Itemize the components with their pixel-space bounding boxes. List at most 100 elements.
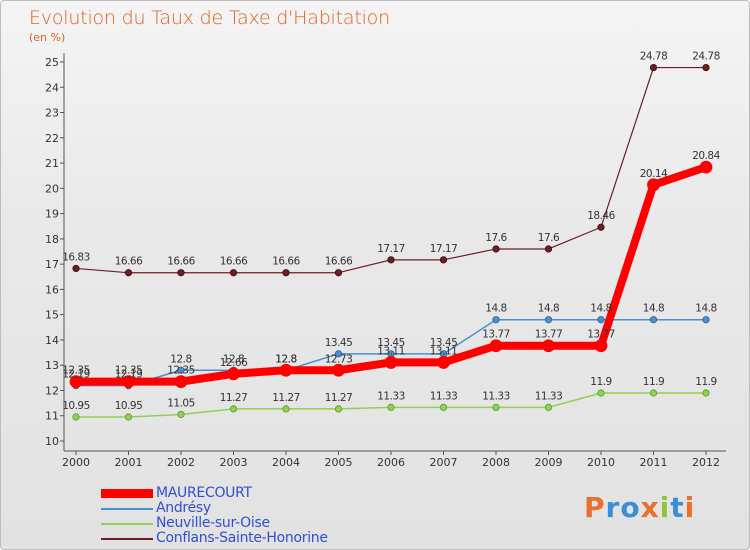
data-label-neuville-sur-oise: 11.9 xyxy=(695,376,716,388)
data-label-maurecourt: 13.11 xyxy=(377,345,405,357)
data-label-neuville-sur-oise: 11.27 xyxy=(325,392,353,404)
legend-label: Conflans-Sainte-Honorine xyxy=(156,530,328,546)
x-tick-label: 2009 xyxy=(535,456,563,469)
y-tick-label: 21 xyxy=(45,157,59,170)
data-point-conflans-sainte-honorine xyxy=(124,269,133,277)
logo-letter: t xyxy=(670,491,685,524)
data-point-conflans-sainte-honorine xyxy=(387,256,395,264)
legend-label: MAURECOURT xyxy=(156,485,252,501)
data-label-andresy: 14.8 xyxy=(485,303,506,315)
y-tick-label: 13 xyxy=(45,359,59,372)
data-labels: 16.83 16.66 16.66 16.66 16.66 16.66 17.17 17.17… xyxy=(62,51,721,412)
logo-letter: x xyxy=(640,491,660,524)
data-label-maurecourt: 12.66 xyxy=(220,357,248,369)
data-label-andresy: 12.19 xyxy=(62,369,90,381)
x-tick-label: 2010 xyxy=(587,456,615,469)
series-layer xyxy=(69,63,713,421)
data-label-andresy: 14.8 xyxy=(695,303,716,315)
data-point-andresy xyxy=(492,316,500,324)
data-point-maurecourt xyxy=(332,363,345,377)
data-label-maurecourt: 12.73 xyxy=(325,353,353,365)
data-label-andresy: 13.45 xyxy=(377,337,405,349)
y-tick-label: 17 xyxy=(45,258,59,271)
y-tick-label: 24 xyxy=(45,81,59,94)
data-label-neuville-sur-oise: 11.27 xyxy=(272,392,300,404)
data-label-maurecourt: 20.14 xyxy=(640,168,668,180)
data-label-maurecourt: 13.11 xyxy=(430,345,458,357)
data-point-conflans-sainte-honorine xyxy=(544,245,553,253)
logo-letter: P xyxy=(584,491,606,524)
data-label-neuville-sur-oise: 10.95 xyxy=(62,400,90,412)
x-tick-label: 2011 xyxy=(640,456,668,469)
data-point-neuville-sur-oise xyxy=(334,405,343,413)
data-point-conflans-sainte-honorine xyxy=(72,264,80,273)
data-point-neuville-sur-oise xyxy=(492,403,500,411)
y-tick-label: 20 xyxy=(45,182,59,195)
data-label-maurecourt: 13.77 xyxy=(587,329,615,341)
data-point-neuville-sur-oise xyxy=(649,389,658,397)
data-point-maurecourt xyxy=(174,375,188,389)
data-point-neuville-sur-oise xyxy=(72,413,80,421)
data-label-conflans-sainte-honorine: 24.78 xyxy=(640,51,668,63)
data-point-maurecourt xyxy=(489,339,503,353)
data-point-neuville-sur-oise xyxy=(544,403,553,411)
data-label-neuville-sur-oise: 11.27 xyxy=(220,392,248,404)
y-tick-label: 12 xyxy=(45,384,59,397)
data-label-conflans-sainte-honorine: 16.66 xyxy=(115,256,143,268)
data-point-neuville-sur-oise xyxy=(702,389,710,397)
data-point-maurecourt xyxy=(279,363,293,377)
data-point-maurecourt xyxy=(647,178,660,192)
y-tick-label: 11 xyxy=(45,410,59,423)
data-point-andresy xyxy=(649,316,658,324)
data-point-neuville-sur-oise xyxy=(124,413,133,421)
y-tick-label: 25 xyxy=(45,56,59,69)
data-label-neuville-sur-oise: 11.05 xyxy=(167,397,195,409)
data-label-maurecourt: 12.35 xyxy=(167,365,195,377)
y-tick-label: 18 xyxy=(45,233,59,246)
data-label-conflans-sainte-honorine: 24.78 xyxy=(692,51,720,63)
y-tick-label: 22 xyxy=(45,132,59,145)
x-tick-label: 2000 xyxy=(62,456,90,469)
chart-unit: (en %) xyxy=(29,31,66,44)
data-label-maurecourt: 13.77 xyxy=(482,329,510,341)
data-point-maurecourt xyxy=(122,375,135,389)
logo-letter: i xyxy=(684,491,696,524)
data-point-neuville-sur-oise xyxy=(229,405,238,413)
x-tick-label: 2002 xyxy=(167,456,195,469)
legend-swatch-andresy xyxy=(101,508,153,510)
data-label-neuville-sur-oise: 11.33 xyxy=(535,390,563,402)
legend-swatch-maurecourt xyxy=(101,489,153,498)
data-label-maurecourt: 12.35 xyxy=(62,365,90,377)
data-label-neuville-sur-oise: 11.33 xyxy=(430,390,458,402)
data-point-conflans-sainte-honorine xyxy=(282,269,290,277)
data-label-conflans-sainte-honorine: 18.46 xyxy=(587,210,615,222)
legend-swatch-neuville xyxy=(101,523,153,525)
data-label-andresy: 14.8 xyxy=(590,303,611,315)
data-point-neuville-sur-oise xyxy=(439,403,448,411)
data-label-andresy: 12.8 xyxy=(223,353,244,365)
y-tick-label: 10 xyxy=(45,435,59,448)
data-point-conflans-sainte-honorine xyxy=(439,256,448,264)
axes: 10 11 12 13 14 15 16 17 18 19 20 21 22 23 24 25 2000 2001… xyxy=(45,53,726,469)
data-label-neuville-sur-oise: 11.33 xyxy=(377,390,405,402)
data-point-conflans-sainte-honorine xyxy=(177,269,185,277)
logo-letter: o xyxy=(620,491,641,524)
data-label-neuville-sur-oise: 10.95 xyxy=(115,400,143,412)
data-point-maurecourt xyxy=(227,367,240,381)
data-point-neuville-sur-oise xyxy=(597,389,605,397)
data-label-conflans-sainte-honorine: 16.83 xyxy=(62,251,90,263)
legend-swatch-conflans xyxy=(101,538,153,540)
data-label-conflans-sainte-honorine: 17.6 xyxy=(485,232,507,244)
logo-letter: r xyxy=(605,491,621,524)
data-point-conflans-sainte-honorine xyxy=(334,269,343,277)
data-label-conflans-sainte-honorine: 16.66 xyxy=(325,256,353,268)
x-tick-label: 2012 xyxy=(692,456,720,469)
data-label-neuville-sur-oise: 11.9 xyxy=(590,376,611,388)
legend-label: Andrésy xyxy=(156,500,211,516)
data-point-maurecourt xyxy=(542,339,555,353)
chart-title: Evolution du Taux de Taxe d'Habitation xyxy=(29,7,390,29)
y-tick-label: 16 xyxy=(45,283,59,296)
data-label-conflans-sainte-honorine: 16.66 xyxy=(220,256,248,268)
data-point-andresy xyxy=(177,366,185,374)
